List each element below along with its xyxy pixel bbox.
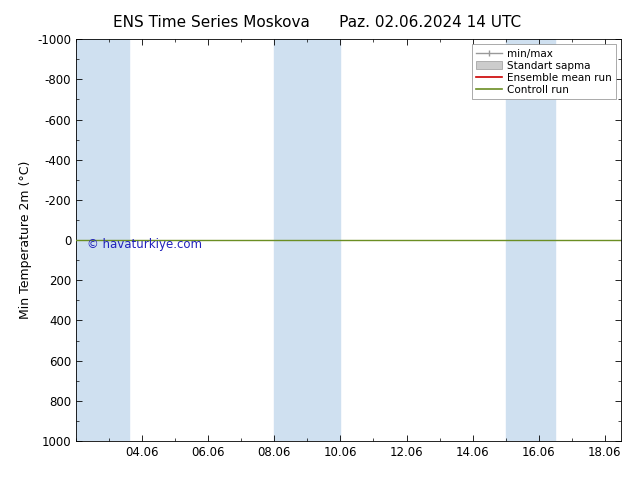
Y-axis label: Min Temperature 2m (°C): Min Temperature 2m (°C) [18,161,32,319]
Legend: min/max, Standart sapma, Ensemble mean run, Controll run: min/max, Standart sapma, Ensemble mean r… [472,45,616,99]
Text: © havaturkiye.com: © havaturkiye.com [87,238,202,251]
Bar [506,39,555,441]
Text: ENS Time Series Moskova      Paz. 02.06.2024 14 UTC: ENS Time Series Moskova Paz. 02.06.2024 … [113,15,521,30]
Bar [275,39,340,441]
Bar [76,39,129,441]
